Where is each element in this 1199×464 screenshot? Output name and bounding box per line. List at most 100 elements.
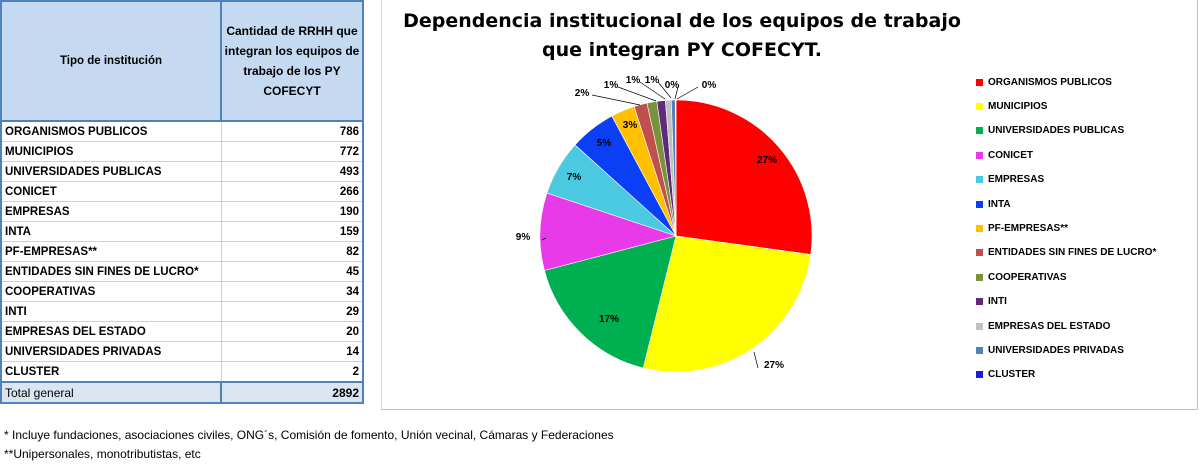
row-value: 159 xyxy=(220,221,364,242)
data-label: 9% xyxy=(516,232,531,243)
table-row: ENTIDADES SIN FINES DE LUCRO* 45 xyxy=(0,261,364,282)
legend-swatch xyxy=(976,298,983,306)
row-value: 34 xyxy=(220,281,364,302)
table-row: MUNICIPIOS 772 xyxy=(0,141,364,162)
chart-title: Dependencia institucional de los equipos… xyxy=(403,10,961,61)
legend-item: UNIVERSIDADES PRIVADAS xyxy=(976,338,1198,362)
legend-swatch xyxy=(976,322,983,330)
leader-line xyxy=(657,81,672,99)
legend-item: INTI xyxy=(976,290,1198,314)
row-value: 82 xyxy=(220,241,364,262)
legend-item: UNIVERSIDADES PUBLICAS xyxy=(976,119,1198,143)
legend-label: UNIVERSIDADES PUBLICAS xyxy=(988,125,1125,137)
table-row: CLUSTER 2 xyxy=(0,361,364,383)
leader-line xyxy=(676,86,699,100)
legend-swatch xyxy=(976,200,983,208)
table-row: PF-EMPRESAS** 82 xyxy=(0,241,364,262)
legend-label: ENTIDADES SIN FINES DE LUCRO* xyxy=(988,247,1157,259)
legend-label: ORGANISMOS PUBLICOS xyxy=(988,76,1112,88)
row-label: UNIVERSIDADES PUBLICAS xyxy=(0,161,221,182)
row-label: CLUSTER xyxy=(0,361,221,383)
row-value: 190 xyxy=(220,201,364,222)
legend-label: PF-EMPRESAS** xyxy=(988,223,1069,235)
legend-item: PF-EMPRESAS** xyxy=(976,216,1198,240)
row-label: ORGANISMOS PUBLICOS xyxy=(0,120,221,142)
leader-line xyxy=(617,86,657,102)
table-row: EMPRESAS 190 xyxy=(0,201,364,222)
legend-swatch xyxy=(976,127,983,135)
row-label: INTI xyxy=(0,301,221,322)
legend-label: EMPRESAS DEL ESTADO xyxy=(988,320,1111,332)
chart-area: Dependencia institucional de los equipos… xyxy=(381,0,1198,410)
row-label: CONICET xyxy=(0,181,221,202)
legend-item: INTA xyxy=(976,192,1198,216)
row-label: INTA xyxy=(0,221,221,242)
legend-swatch xyxy=(976,78,983,86)
legend-item: COOPERATIVAS xyxy=(976,265,1198,289)
data-label: 1% xyxy=(645,75,660,86)
legend-item: ORGANISMOS PUBLICOS xyxy=(976,70,1198,94)
data-label: 0% xyxy=(702,80,717,91)
legend-item: ENTIDADES SIN FINES DE LUCRO* xyxy=(976,241,1198,265)
total-label: Total general xyxy=(0,381,222,404)
legend-item: CLUSTER xyxy=(976,363,1198,387)
data-label: 27% xyxy=(764,360,784,371)
data-label: 17% xyxy=(599,314,619,325)
leader-line xyxy=(591,94,641,106)
table-row: COOPERATIVAS 34 xyxy=(0,281,364,302)
table-row: EMPRESAS DEL ESTADO 20 xyxy=(0,321,364,342)
leader-line xyxy=(541,237,547,241)
legend-item: EMPRESAS xyxy=(976,168,1198,192)
footnote-1: * Incluye fundaciones, asociaciones civi… xyxy=(4,428,614,442)
data-table: Tipo de institución Cantidad de RRHH que… xyxy=(0,0,364,404)
legend-label: INTA xyxy=(988,198,1011,210)
row-label: MUNICIPIOS xyxy=(0,141,221,162)
legend-label: UNIVERSIDADES PRIVADAS xyxy=(988,344,1124,356)
data-label: 2% xyxy=(575,88,590,99)
legend-swatch xyxy=(976,103,983,111)
legend-swatch xyxy=(976,273,983,281)
legend-item: MUNICIPIOS xyxy=(976,94,1198,118)
table-row: CONICET 266 xyxy=(0,181,364,202)
table-row: INTA 159 xyxy=(0,221,364,242)
chart-legend: ORGANISMOS PUBLICOS MUNICIPIOS UNIVERSIDAD… xyxy=(976,70,1198,387)
row-value: 493 xyxy=(220,161,364,182)
leader-line xyxy=(639,81,666,100)
legend-swatch xyxy=(976,225,983,233)
total-value: 2892 xyxy=(220,381,364,404)
table-row: INTI 29 xyxy=(0,301,364,322)
row-value: 772 xyxy=(220,141,364,162)
data-label: 7% xyxy=(567,172,582,183)
row-value: 2 xyxy=(220,361,364,383)
row-label: COOPERATIVAS xyxy=(0,281,221,302)
table-row: UNIVERSIDADES PRIVADAS 14 xyxy=(0,341,364,362)
legend-swatch xyxy=(976,346,983,354)
footnote-2: **Unipersonales, monotributistas, etc xyxy=(4,447,201,461)
legend-label: CLUSTER xyxy=(988,369,1036,381)
row-value: 29 xyxy=(220,301,364,322)
total-row: Total general 2892 xyxy=(0,381,364,404)
row-value: 266 xyxy=(220,181,364,202)
legend-swatch xyxy=(976,176,983,184)
pie-slice xyxy=(544,235,677,369)
pie-slice xyxy=(642,235,812,373)
legend-label: EMPRESAS xyxy=(988,174,1045,186)
data-label: 1% xyxy=(626,75,641,86)
pie-slice xyxy=(539,192,678,271)
legend-swatch xyxy=(976,151,983,159)
legend-label: MUNICIPIOS xyxy=(988,101,1048,113)
data-label: 3% xyxy=(623,120,638,131)
legend-label: COOPERATIVAS xyxy=(988,271,1067,283)
legend-swatch xyxy=(976,371,983,379)
data-label: 5% xyxy=(597,138,612,149)
legend-item: CONICET xyxy=(976,143,1198,167)
row-label: EMPRESAS xyxy=(0,201,221,222)
row-value: 45 xyxy=(220,261,364,282)
data-label: 27% xyxy=(757,155,777,166)
legend-label: CONICET xyxy=(988,149,1033,161)
leader-line xyxy=(674,86,679,100)
header-cantidad: Cantidad de RRHH que integran los equipo… xyxy=(220,0,364,122)
pie-slice xyxy=(675,99,813,255)
legend-label: INTI xyxy=(988,296,1007,308)
legend-item: EMPRESAS DEL ESTADO xyxy=(976,314,1198,338)
